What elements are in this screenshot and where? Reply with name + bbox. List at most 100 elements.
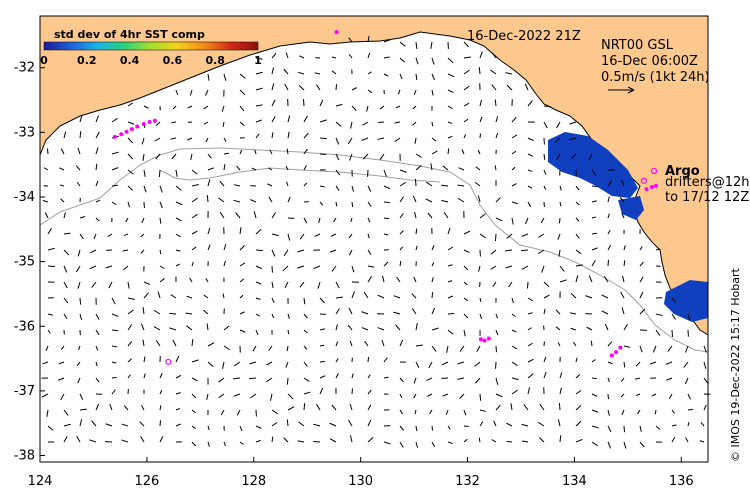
current-vector: [431, 262, 435, 267]
current-vector: [271, 421, 278, 427]
current-vector: [218, 197, 225, 203]
current-vector: [319, 360, 325, 363]
current-vector: [431, 245, 435, 251]
current-vector: [175, 263, 181, 267]
current-vector: [127, 102, 133, 107]
current-vector: [655, 248, 661, 251]
analysis-time: 16-Dec 06:00Z: [601, 54, 698, 69]
current-vector: [537, 249, 545, 255]
current-vector: [255, 104, 263, 107]
current-vector: [271, 67, 275, 75]
current-vector: [191, 183, 199, 187]
current-vector: [363, 291, 369, 299]
current-vector: [494, 165, 497, 171]
current-vector: [171, 121, 177, 124]
current-vector: [255, 119, 262, 123]
current-vector: [298, 85, 305, 91]
current-vector: [525, 217, 529, 224]
current-vector: [463, 438, 468, 443]
current-vector: [399, 377, 404, 383]
current-vector: [588, 153, 593, 161]
current-vector: [335, 121, 342, 127]
current-vector: [47, 313, 53, 316]
current-vector: [286, 345, 289, 352]
current-vector: [557, 233, 561, 240]
current-vector: [447, 280, 453, 283]
current-vector: [457, 197, 465, 203]
current-vector: [377, 137, 385, 140]
australian-coastline-land: [39, 15, 709, 336]
current-vector: [205, 137, 209, 143]
current-vector: [637, 409, 641, 415]
current-vector: [47, 247, 55, 251]
current-vector: [223, 152, 229, 155]
current-vector: [95, 199, 101, 203]
current-vector: [233, 393, 241, 397]
current-vector: [205, 278, 209, 283]
current-vector: [111, 329, 119, 332]
current-vector: [463, 281, 468, 286]
current-vector: [95, 313, 100, 320]
current-vector: [297, 249, 305, 253]
current-vector: [575, 217, 580, 222]
current-vector: [175, 355, 180, 363]
current-vector: [63, 423, 71, 427]
current-vector: [543, 356, 547, 363]
current-vector: [95, 361, 98, 367]
current-vector: [319, 201, 324, 206]
current-vector: [491, 52, 497, 59]
current-vector: [169, 327, 177, 331]
current-vector: [219, 211, 225, 219]
current-vector: [367, 357, 370, 363]
current-vector: [191, 441, 197, 447]
current-vector: [394, 137, 401, 142]
current-vector: [447, 329, 454, 335]
current-vector: [203, 105, 209, 110]
current-vector: [367, 217, 371, 223]
current-vector: [703, 345, 707, 353]
current-vector: [234, 361, 241, 367]
current-vector: [575, 264, 583, 267]
current-vector: [554, 137, 561, 144]
current-vector: [299, 281, 305, 288]
current-vector: [447, 227, 451, 235]
current-vector: [250, 393, 257, 399]
current-vector: [573, 341, 577, 347]
current-vector: [399, 57, 405, 63]
current-vector: [76, 361, 81, 367]
argo-legend-label: Argo: [665, 164, 700, 179]
current-vector: [495, 197, 501, 203]
current-vector: [271, 409, 278, 415]
current-vector: [351, 87, 357, 91]
current-vector: [505, 265, 513, 269]
current-vector: [367, 374, 371, 379]
current-vector: [412, 105, 417, 110]
current-vector: [415, 323, 418, 331]
drifter-position: [478, 337, 483, 342]
current-vector: [459, 345, 465, 352]
current-vector: [233, 377, 241, 380]
current-vector: [619, 197, 625, 203]
current-vector: [349, 403, 353, 411]
current-vector: [425, 198, 433, 203]
current-vector: [159, 436, 164, 443]
credit-text: © IMOS 19-Dec-2022 15:17 Hobart: [729, 267, 742, 462]
current-vector: [430, 41, 433, 49]
vector-scale-label: 0.5m/s (1kt 24h): [601, 70, 710, 85]
current-vector: [222, 293, 225, 299]
current-vector: [185, 312, 193, 315]
current-vector: [361, 137, 369, 141]
current-vector: [239, 149, 243, 155]
current-vector: [558, 217, 561, 224]
current-vector: [127, 281, 130, 289]
current-vector: [684, 377, 689, 385]
current-vector: [207, 153, 212, 159]
current-vector: [207, 342, 215, 347]
current-vector: [77, 249, 81, 257]
current-vector: [127, 309, 134, 315]
current-vector: [299, 55, 305, 59]
current-vector: [623, 260, 626, 267]
current-vector: [575, 405, 582, 411]
current-vector: [382, 275, 385, 283]
current-vector: [495, 313, 499, 319]
